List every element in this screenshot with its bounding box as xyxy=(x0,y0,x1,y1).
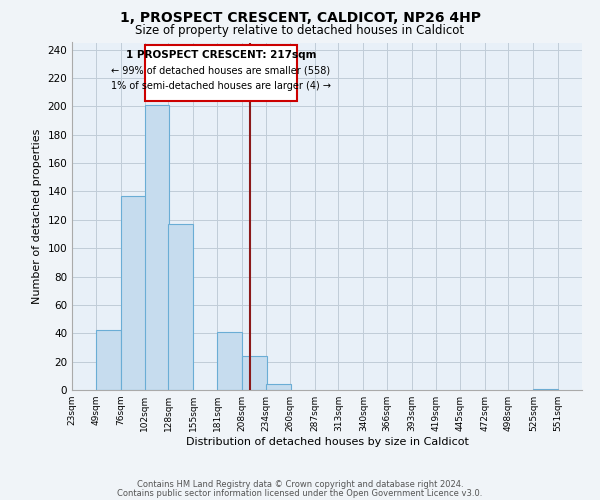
Bar xyxy=(217,332,242,390)
Text: Contains HM Land Registry data © Crown copyright and database right 2024.: Contains HM Land Registry data © Crown c… xyxy=(137,480,463,489)
Y-axis label: Number of detached properties: Number of detached properties xyxy=(32,128,42,304)
Text: ← 99% of detached houses are smaller (558): ← 99% of detached houses are smaller (55… xyxy=(112,65,331,75)
Bar xyxy=(242,356,267,390)
Bar xyxy=(169,224,193,390)
Text: Size of property relative to detached houses in Caldicot: Size of property relative to detached ho… xyxy=(136,24,464,37)
Text: 1% of semi-detached houses are larger (4) →: 1% of semi-detached houses are larger (4… xyxy=(111,81,331,91)
Bar xyxy=(121,196,146,390)
Text: 1 PROSPECT CRESCENT: 217sqm: 1 PROSPECT CRESCENT: 217sqm xyxy=(125,50,316,59)
Bar xyxy=(145,105,169,390)
X-axis label: Distribution of detached houses by size in Caldicot: Distribution of detached houses by size … xyxy=(185,437,469,447)
Text: Contains public sector information licensed under the Open Government Licence v3: Contains public sector information licen… xyxy=(118,488,482,498)
Bar xyxy=(266,384,291,390)
Text: 1, PROSPECT CRESCENT, CALDICOT, NP26 4HP: 1, PROSPECT CRESCENT, CALDICOT, NP26 4HP xyxy=(119,11,481,25)
Bar xyxy=(533,388,558,390)
FancyBboxPatch shape xyxy=(145,46,297,100)
Bar xyxy=(96,330,121,390)
